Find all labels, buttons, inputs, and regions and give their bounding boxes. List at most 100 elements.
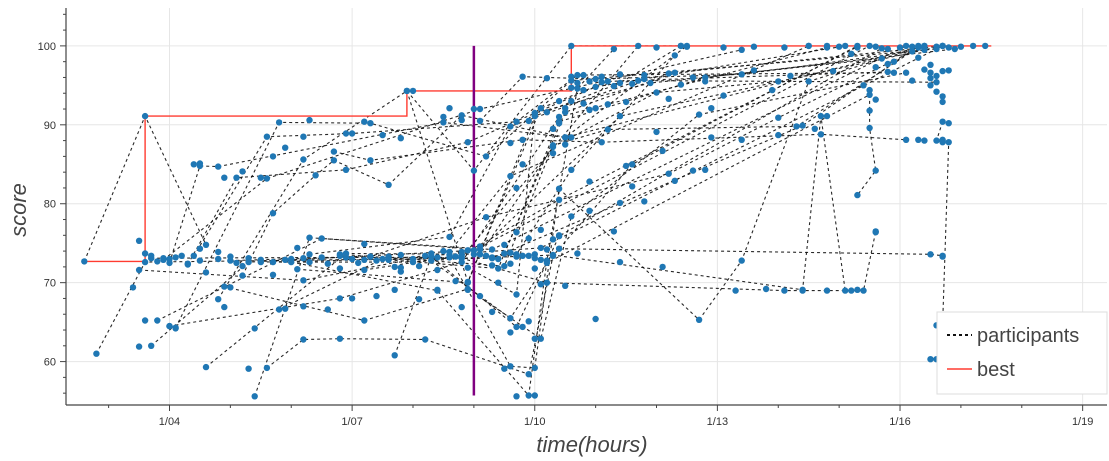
data-point bbox=[440, 119, 447, 126]
data-point bbox=[135, 266, 143, 274]
data-point bbox=[677, 42, 685, 50]
data-point bbox=[665, 95, 672, 103]
participant-line bbox=[205, 80, 779, 368]
data-point bbox=[921, 66, 928, 73]
data-point bbox=[884, 68, 891, 76]
data-point bbox=[616, 112, 624, 120]
data-point bbox=[531, 335, 538, 342]
participants-series bbox=[83, 45, 955, 397]
data-point bbox=[574, 85, 581, 92]
data-point bbox=[422, 252, 429, 259]
data-point bbox=[695, 316, 703, 323]
data-point bbox=[702, 166, 709, 173]
data-point bbox=[300, 255, 307, 262]
data-point bbox=[434, 266, 441, 274]
data-point bbox=[574, 71, 581, 79]
data-point bbox=[422, 336, 429, 343]
data-point bbox=[635, 42, 642, 50]
data-point bbox=[306, 258, 313, 266]
data-point bbox=[434, 286, 441, 293]
data-point bbox=[835, 43, 843, 50]
data-point bbox=[415, 262, 423, 270]
data-point bbox=[391, 352, 398, 359]
participant-line bbox=[388, 48, 955, 270]
data-point bbox=[227, 284, 234, 291]
data-point bbox=[269, 258, 277, 266]
data-point bbox=[854, 44, 861, 51]
data-point bbox=[446, 251, 453, 259]
data-point bbox=[902, 136, 910, 143]
data-point bbox=[324, 260, 331, 267]
data-point bbox=[160, 255, 167, 262]
data-point bbox=[525, 371, 532, 378]
data-point bbox=[720, 92, 727, 99]
data-point bbox=[166, 322, 173, 330]
data-point bbox=[507, 260, 514, 267]
data-point bbox=[683, 43, 691, 50]
data-point bbox=[878, 45, 885, 52]
data-point bbox=[482, 252, 490, 259]
data-point bbox=[275, 306, 283, 313]
data-point bbox=[854, 191, 861, 199]
x-tick-label: 1/10 bbox=[524, 416, 545, 428]
data-point bbox=[884, 60, 891, 68]
data-point bbox=[342, 130, 350, 137]
data-point bbox=[677, 81, 685, 88]
data-point bbox=[306, 251, 313, 258]
data-point bbox=[519, 252, 526, 259]
data-point bbox=[543, 279, 551, 286]
data-point bbox=[525, 392, 532, 399]
data-point bbox=[488, 262, 496, 269]
data-point bbox=[641, 71, 648, 79]
data-point bbox=[629, 183, 636, 190]
data-point bbox=[555, 196, 563, 203]
x-tick-group: 1/04 1/07 1/10 1/13 1/16 1/19 bbox=[108, 405, 1093, 428]
data-point bbox=[787, 72, 794, 80]
data-point bbox=[671, 69, 678, 76]
data-point bbox=[275, 119, 283, 126]
data-point bbox=[562, 105, 569, 112]
best-line bbox=[84, 45, 992, 263]
y-tick-label: 70 bbox=[44, 278, 56, 290]
data-point bbox=[732, 287, 739, 294]
participant-line bbox=[291, 48, 615, 397]
data-point bbox=[178, 252, 185, 259]
data-point bbox=[933, 72, 940, 80]
data-point bbox=[653, 89, 660, 96]
data-point bbox=[476, 105, 484, 113]
data-point bbox=[330, 157, 338, 164]
data-point bbox=[154, 258, 161, 265]
data-point bbox=[452, 277, 459, 285]
data-point bbox=[641, 198, 648, 205]
data-point bbox=[300, 277, 307, 284]
data-point bbox=[367, 157, 374, 164]
data-point bbox=[695, 111, 703, 118]
data-point bbox=[397, 251, 404, 259]
data-point bbox=[537, 244, 544, 252]
data-point bbox=[215, 163, 222, 170]
data-point bbox=[738, 46, 745, 53]
data-point bbox=[464, 264, 471, 271]
data-point bbox=[927, 69, 934, 76]
data-point bbox=[884, 45, 891, 53]
participant-line bbox=[254, 45, 943, 397]
data-point bbox=[488, 254, 496, 261]
data-point bbox=[854, 286, 861, 293]
data-point bbox=[519, 136, 526, 143]
data-point bbox=[513, 291, 520, 298]
data-point bbox=[141, 112, 149, 120]
data-point bbox=[543, 109, 551, 116]
data-point bbox=[513, 184, 520, 192]
data-point bbox=[823, 287, 831, 294]
data-point bbox=[738, 136, 745, 143]
data-point bbox=[458, 248, 465, 256]
participant-line bbox=[339, 47, 919, 267]
participant-line bbox=[333, 133, 907, 161]
data-point bbox=[348, 255, 356, 263]
data-point bbox=[495, 255, 502, 263]
data-point bbox=[927, 251, 934, 258]
data-point bbox=[933, 137, 940, 144]
data-point bbox=[909, 48, 916, 55]
data-point bbox=[488, 246, 496, 253]
